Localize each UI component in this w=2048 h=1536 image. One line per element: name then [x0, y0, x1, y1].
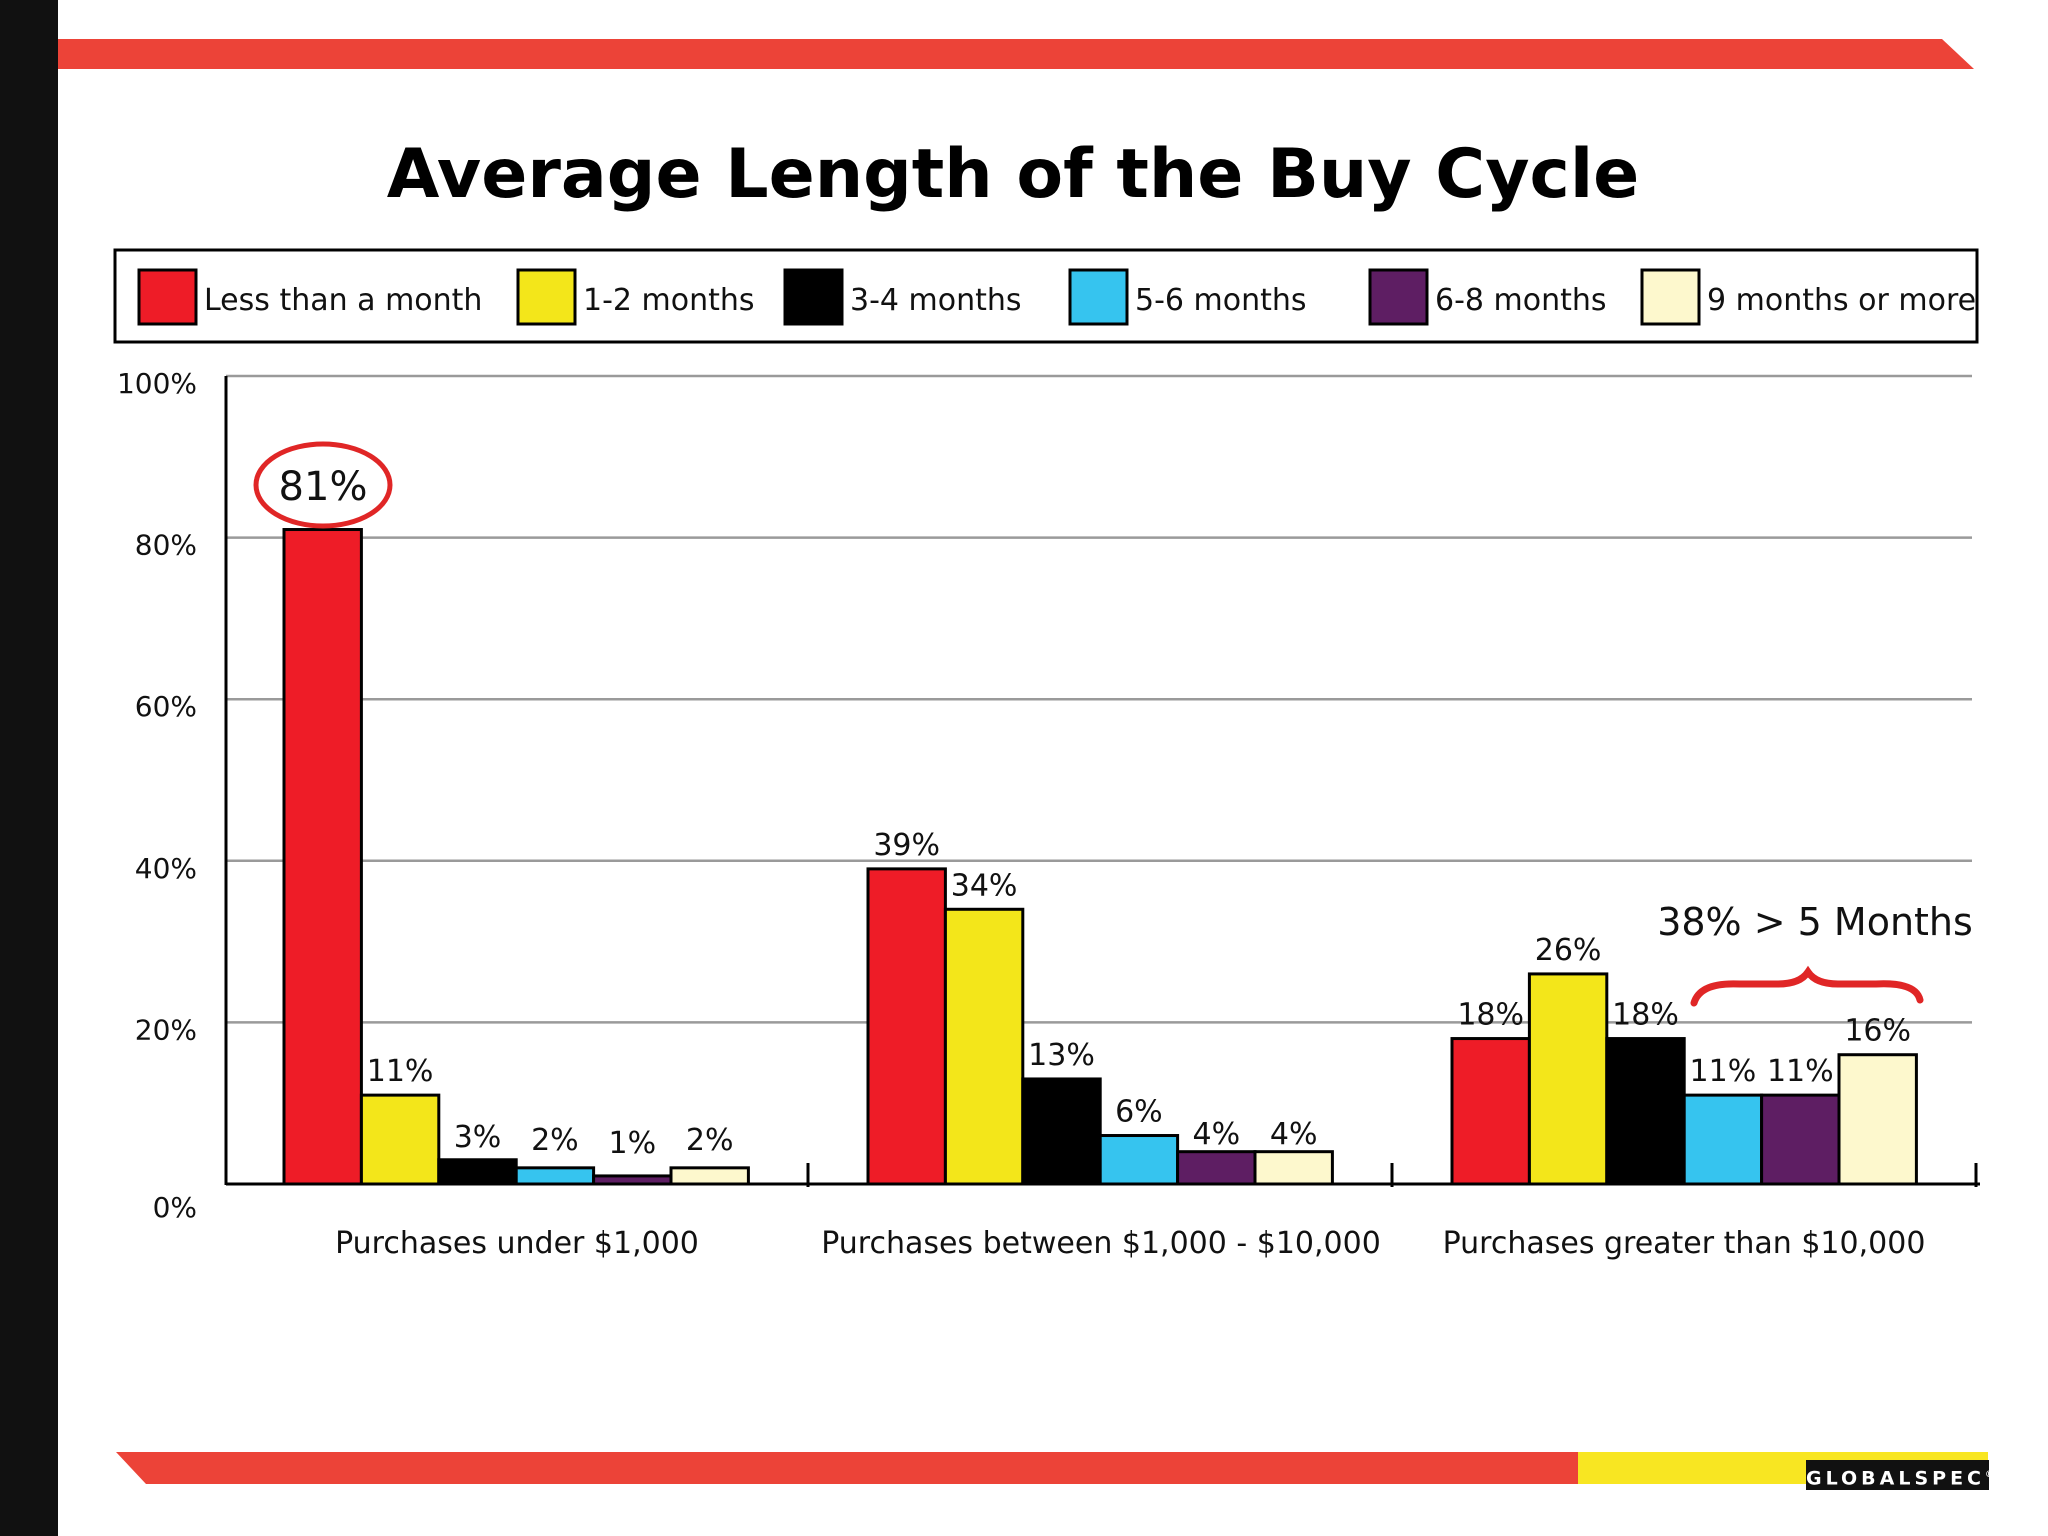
bar: [1021, 1077, 1102, 1186]
bar: [1176, 1150, 1257, 1186]
brand-text: GLOBALSPEC: [1806, 1467, 1986, 1490]
highlight-circle: [253, 441, 393, 529]
bar: [1450, 1037, 1531, 1186]
legend-swatch: [1368, 268, 1429, 326]
bar: [866, 867, 947, 1186]
legend-label: 3-4 months: [850, 283, 1022, 318]
value-label: 11%: [1690, 1054, 1757, 1089]
bar: [669, 1166, 750, 1186]
category-label: Purchases between $1,000 - $10,000: [821, 1226, 1381, 1261]
y-tick-label: 100%: [117, 367, 197, 400]
value-label: 16%: [1844, 1014, 1911, 1049]
value-label: 11%: [1767, 1054, 1834, 1089]
bar: [359, 1093, 441, 1186]
y-tick-label: 80%: [135, 529, 197, 562]
top-bar: [58, 39, 1974, 69]
bar: [1527, 972, 1609, 1186]
legend-swatch: [783, 268, 844, 326]
bar: [1098, 1134, 1180, 1186]
bar: [282, 528, 363, 1186]
legend-label: 9 months or more: [1707, 283, 1976, 318]
category-label: Purchases greater than $10,000: [1443, 1226, 1926, 1261]
legend-label: 5-6 months: [1135, 283, 1307, 318]
bottom-bar: [116, 1452, 1578, 1484]
value-label: 3%: [454, 1120, 502, 1155]
bar: [592, 1174, 673, 1186]
legend-swatch: [1640, 268, 1701, 326]
y-axis-ticks: 0% 20% 40% 60% 80% 100%: [117, 367, 197, 1224]
legend-label: Less than a month: [204, 283, 482, 318]
value-label: 6%: [1115, 1095, 1163, 1130]
y-tick-label: 60%: [135, 690, 197, 723]
legend-label: 1-2 months: [583, 283, 755, 318]
value-label: 39%: [873, 828, 940, 863]
legend-swatch: [516, 268, 577, 326]
bar: [943, 907, 1025, 1186]
bar: [437, 1158, 518, 1186]
value-label: 18%: [1612, 998, 1679, 1033]
value-label: 11%: [367, 1054, 434, 1089]
value-label: 13%: [1028, 1038, 1095, 1073]
value-label: 2%: [531, 1123, 579, 1158]
bar: [1837, 1053, 1918, 1186]
value-label: 18%: [1457, 998, 1524, 1033]
bar: [514, 1166, 596, 1186]
chart-title: Average Length of the Buy Cycle: [387, 135, 1640, 214]
value-label: 26%: [1535, 933, 1602, 968]
y-tick-label: 20%: [135, 1013, 197, 1046]
category-separators: [806, 1163, 1978, 1187]
globalspec-logo: GLOBALSPEC®: [1806, 1460, 1994, 1490]
annotation-brace: [1690, 965, 1924, 1007]
bar: [1605, 1037, 1686, 1186]
value-label: 81%: [279, 464, 368, 510]
value-label: 34%: [951, 868, 1018, 903]
category-labels: Purchases under $1,000 Purchases between …: [335, 1226, 1925, 1261]
bar: [1253, 1150, 1334, 1186]
value-label: 2%: [686, 1123, 734, 1158]
bar: [1682, 1093, 1764, 1186]
value-label: 1%: [609, 1126, 657, 1161]
legend-swatch: [137, 268, 198, 326]
brand-mark: ®: [1985, 1470, 1995, 1480]
y-tick-label: 0%: [153, 1191, 197, 1224]
bars: [282, 528, 1918, 1186]
value-label: 4%: [1270, 1117, 1318, 1152]
bar: [1760, 1093, 1841, 1186]
legend: Less than a month 1-2 months 3-4 months 5-6…: [137, 268, 1976, 326]
gridlines: [226, 374, 1972, 1024]
left-strip: [0, 0, 58, 1536]
category-label: Purchases under $1,000: [335, 1226, 699, 1261]
annotation-text: 38% > 5 Months: [1657, 900, 1973, 944]
value-labels: 81% 11% 3% 2% 1% 2% 39% 34% 13% 6% 4% 4% 18% 26% 18% 11…: [279, 464, 1911, 1161]
legend-swatch: [1068, 268, 1129, 326]
y-tick-label: 40%: [135, 852, 197, 885]
legend-label: 6-8 months: [1435, 283, 1607, 318]
value-label: 4%: [1193, 1117, 1241, 1152]
